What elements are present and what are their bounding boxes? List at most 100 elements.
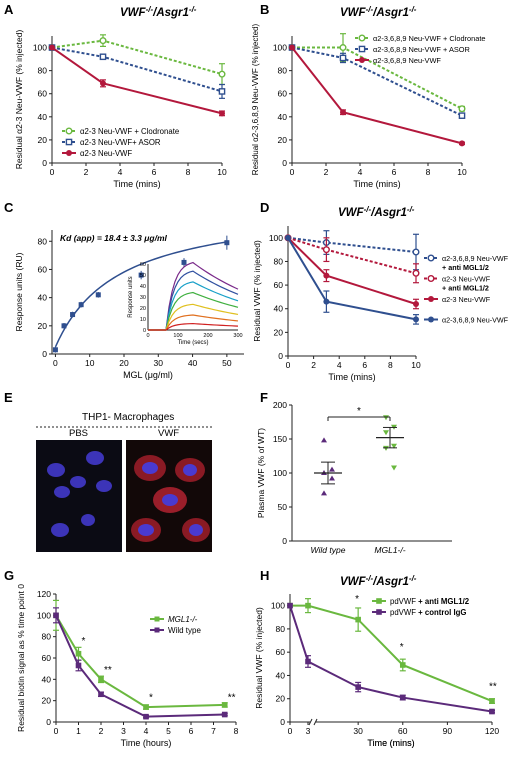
y-axis-label-B: Residual α2-3,6,8,9 Neu-VWF (% injected): [251, 23, 260, 175]
chart-A: 0 20 40 60 80 100 0 2 4 6 8 10 Time (mins) Residual α…: [14, 30, 227, 189]
legend-marker-H: [376, 609, 382, 615]
inset-sensorgram-1: [148, 270, 239, 331]
y-tick-label-F: 200: [273, 400, 287, 410]
y-tick-label-C: 80: [38, 236, 48, 246]
y-tick-label-G: 60: [42, 653, 52, 663]
category-label-F: Wild type: [311, 545, 346, 555]
data-point-B-0: [458, 105, 466, 113]
data-point-G-0: [75, 650, 82, 657]
legend-marker-D: [427, 275, 435, 283]
y-axis-label-G: Residual biotin signal as % time point 0: [16, 584, 26, 732]
data-point-H-0: [399, 662, 406, 668]
y-tick-label-D: 20: [274, 327, 284, 337]
y-tick-label-H: 60: [276, 647, 286, 657]
legend-marker-G: [154, 627, 160, 633]
inset-y-tick-label: 10: [140, 317, 146, 323]
data-point-C: [138, 272, 144, 278]
x-tick-label-G: 0: [54, 726, 59, 736]
series-line-D-3: [287, 237, 417, 321]
x-tick-label-C: 10: [85, 358, 95, 368]
data-point-F: [329, 466, 335, 472]
chart-C: 0 20 40 60 80 0 10 20 30 40 50 MGL (μg/ml) Response …: [14, 230, 244, 380]
x-tick-label-B: 0: [290, 167, 295, 177]
x-tick-label-D: 6: [362, 360, 367, 370]
data-point-G-1: [98, 691, 104, 698]
y-tick-label-F: 0: [282, 536, 287, 546]
x-tick-label-C: 20: [119, 358, 129, 368]
legend-marker-G: [154, 616, 160, 622]
x-tick-label-B: 6: [392, 167, 397, 177]
data-point-D-0: [412, 248, 420, 256]
y-tick-label-G: 0: [46, 717, 51, 727]
y-tick-label-C: 0: [42, 349, 47, 359]
legend-marker-A: [66, 150, 72, 156]
y-tick-label-B: 100: [273, 43, 287, 53]
chart-F: 0 50 100 150 200 Plasma VWF (% of WT) Wild typ…: [256, 400, 452, 555]
legend-marker-B: [358, 45, 366, 53]
inset-y-tick-label: 20: [140, 306, 146, 312]
inset-sensorgram-6: [148, 322, 239, 331]
y-tick-label-D: 60: [274, 280, 284, 290]
panel-letter-f: F: [260, 390, 268, 405]
data-point-H-1: [355, 684, 361, 690]
x-tick-label-C: 30: [154, 358, 164, 368]
y-axis-label-F: Plasma VWF (% of WT): [256, 428, 266, 518]
legend-label-G: Wild type: [168, 626, 201, 635]
data-point-A-1: [99, 53, 107, 61]
x-tick-label-G: 1: [76, 726, 81, 736]
inset-y-label: Response units: [128, 276, 134, 317]
y-tick-label-H: 40: [276, 670, 286, 680]
legend-label2-D: + anti MGL1/2: [442, 284, 489, 293]
data-point-H-1: [489, 708, 495, 715]
legend-label-H: pdVWF + anti MGL1/2: [390, 597, 470, 606]
category-label-F: MGL1-/-: [374, 545, 405, 555]
x-tick-label-G: 6: [189, 726, 194, 736]
x-tick-label-G: 8: [234, 726, 239, 736]
y-axis-label-D: Residual VWF (% injected): [252, 240, 262, 342]
data-point-A-0: [99, 37, 107, 45]
x-tick-label-D: 0: [286, 360, 291, 370]
y-tick-label-A: 80: [38, 66, 48, 76]
chart-G: 0 20 40 60 80 100 120 0 1 2 3 4 5 6 7 8 Time (hours) Resi…: [16, 584, 239, 748]
legend-label-H: pdVWF + control IgG: [390, 608, 466, 617]
legend-label-B: α2-3,6,8,9 Neu-VWF: [373, 56, 441, 65]
x-tick-label-A: 0: [50, 167, 55, 177]
axis-break-H: [308, 718, 313, 726]
x-tick-label-C: 50: [222, 358, 232, 368]
y-axis-label-C: Response units (RU): [14, 252, 24, 331]
legend-label-A: α2-3 Neu-VWF+ ASOR: [80, 138, 161, 147]
legend-label-A: α2-3 Neu-VWF: [80, 149, 132, 158]
data-point-C: [181, 259, 187, 265]
legend-marker-H: [376, 598, 382, 604]
x-tick-label-D: 2: [311, 360, 316, 370]
chart-B: 0 20 40 60 80 100 0 2 4 6 8 10 Time (mins) Residual α…: [251, 23, 486, 189]
kd-annotation: Kd (app) = 18.4 ± 3.3 μg/ml: [60, 233, 167, 243]
inset-x-label: Time (secs): [177, 340, 208, 346]
significance-mark-F: *: [357, 406, 361, 417]
legend-marker-B: [358, 34, 366, 42]
data-point-B-0: [339, 44, 347, 52]
inset-x-tick-label: 0: [146, 333, 149, 339]
legend-marker-A: [65, 138, 73, 146]
inset-sensorgram-4: [148, 303, 239, 331]
microscopy-panel-e: THP1- Macrophages PBS VWF: [36, 412, 212, 552]
legend-marker-D: [428, 316, 434, 323]
x-tick-label-G: 7: [211, 726, 216, 736]
x-axis-label-D: Time (mins): [328, 372, 375, 382]
panel-letter-c: C: [4, 200, 14, 215]
legend-marker-B: [359, 57, 365, 63]
inset-chart: 0 10 20 30 40 50 60 0 100 200 300 Time (secs) Respon…: [128, 261, 243, 346]
legend-label-A: α2-3 Neu-VWF + Clodronate: [80, 127, 179, 136]
data-point-B-1: [458, 112, 466, 119]
x-tick-label-H: 60: [398, 726, 408, 736]
x-axis-label-A: Time (mins): [113, 179, 160, 189]
data-point-C: [224, 240, 230, 246]
inset-y-tick-label: 30: [140, 295, 146, 301]
legend-marker-A: [65, 127, 73, 135]
data-point-D-2: [413, 301, 419, 307]
data-point-G-1: [75, 662, 82, 669]
y-tick-label-H: 100: [271, 601, 285, 611]
data-point-F: [321, 490, 327, 496]
inset-sensorgram-5: [148, 314, 239, 331]
